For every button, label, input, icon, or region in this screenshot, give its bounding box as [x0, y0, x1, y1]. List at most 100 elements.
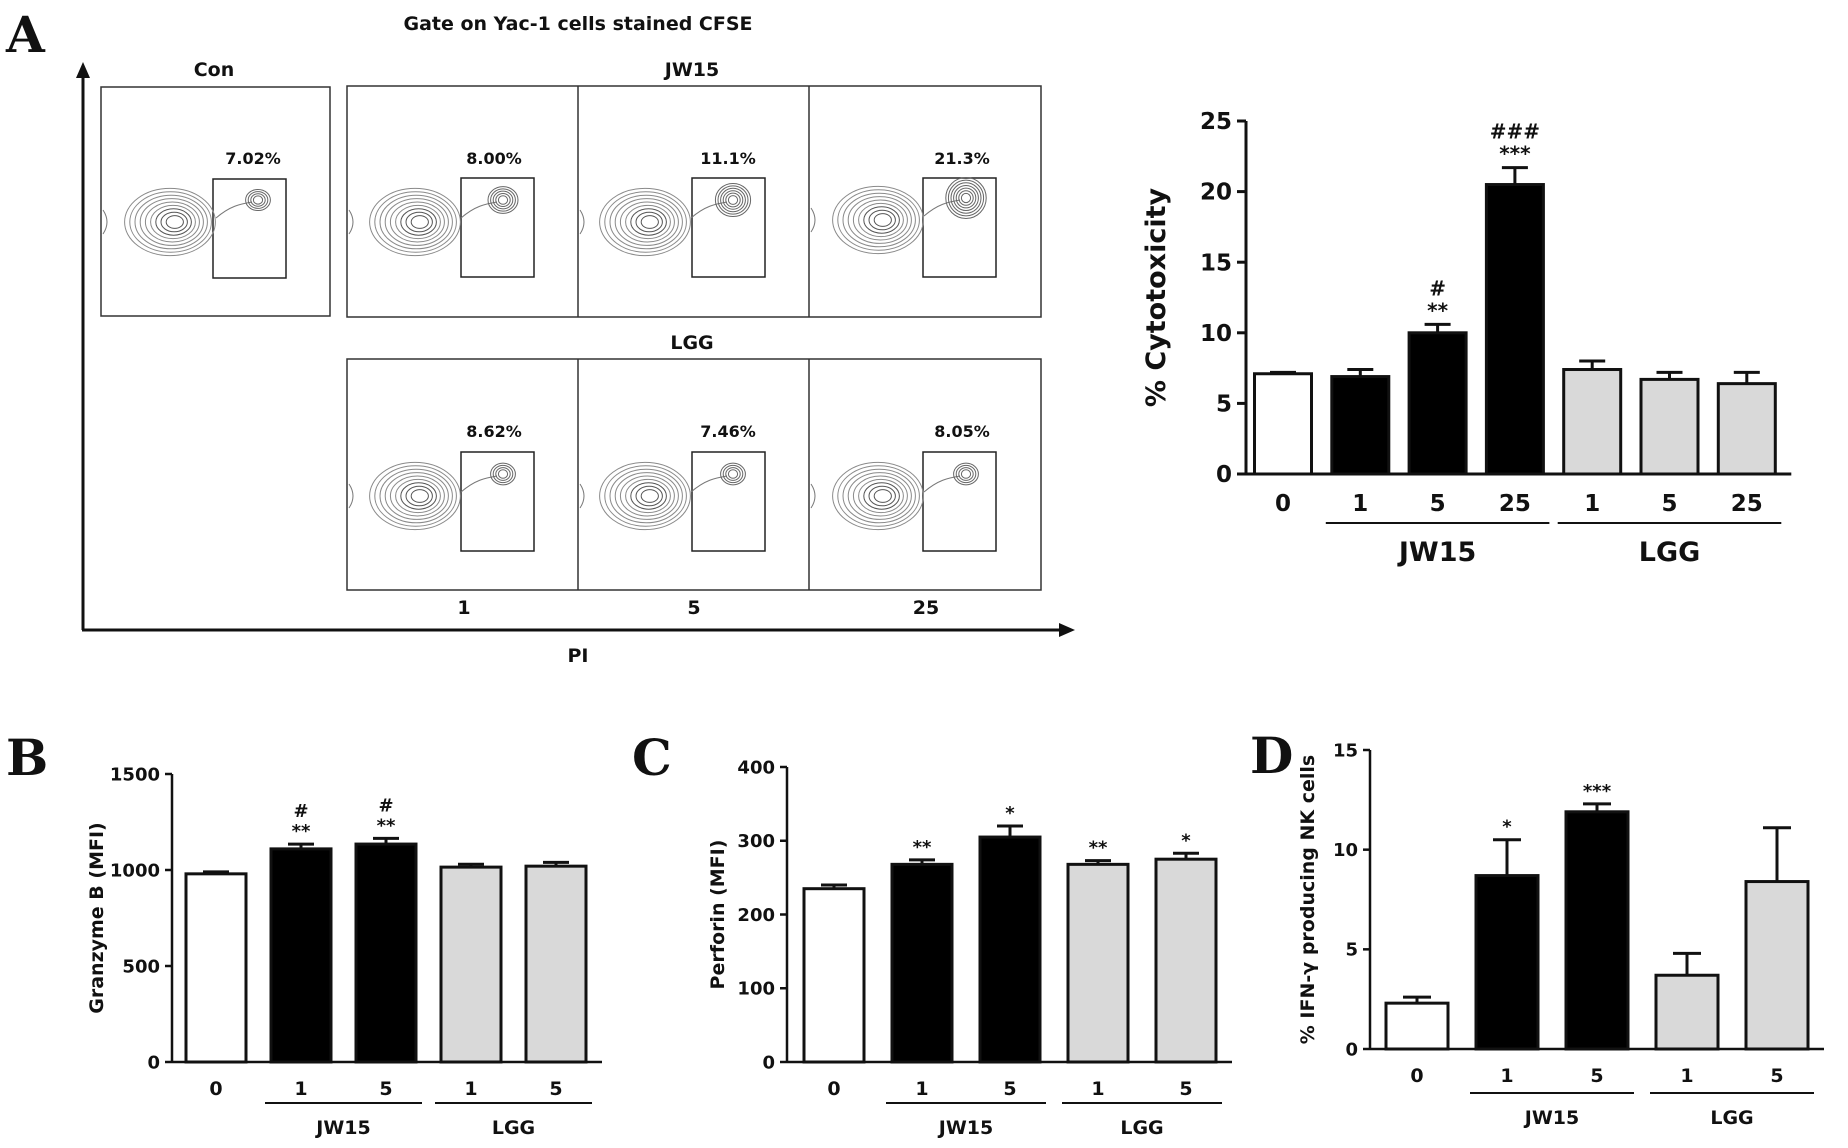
y-axis-label: % Cytotoxicity	[1141, 187, 1172, 407]
contour-ring-gate	[720, 187, 746, 213]
contour-ring	[604, 191, 687, 253]
gate-title: Gate on Yac-1 cells stained CFSE	[403, 13, 752, 35]
contour-ring-gate	[953, 462, 979, 486]
category-label: 0	[1410, 1065, 1423, 1087]
contour-edge	[348, 209, 354, 235]
flow-x-axis-label: PI	[568, 645, 589, 667]
contour-ring	[410, 489, 429, 503]
panel-label-a: A	[5, 5, 46, 64]
plot-frame-con	[100, 86, 331, 317]
contour-edge	[102, 209, 108, 235]
flow-x-axis-arrow	[1059, 623, 1075, 637]
contour-ring	[604, 465, 687, 527]
contour-ring	[852, 199, 908, 241]
contour-ring-gate	[490, 188, 516, 212]
contour-ring-gate	[947, 179, 985, 217]
contour-ring	[139, 198, 204, 246]
contour-ring	[630, 208, 667, 236]
contour-plot-1	[102, 187, 271, 257]
category-label: 1	[1680, 1065, 1693, 1087]
contour-ring	[609, 468, 683, 524]
gate-lgg-5	[691, 451, 766, 552]
contour-ring-gate	[955, 187, 977, 209]
contour-ring	[625, 204, 671, 240]
y-tick-label: 100	[737, 979, 775, 1000]
y-tick-label: 0	[1216, 462, 1232, 488]
category-label: 1	[1500, 1065, 1513, 1087]
bar	[1744, 880, 1810, 1051]
contour-ring	[630, 482, 667, 510]
category-label: 5	[1430, 491, 1446, 517]
chart-c: 0 100 200 300 400 Perforin (MFI) 0 1 ** 5 * 1 ** 5 * JW…	[707, 757, 1232, 1139]
contour-ring-gate	[714, 182, 752, 218]
bar	[524, 864, 588, 1064]
contour-ring	[614, 472, 679, 520]
group-label: JW15	[314, 1117, 370, 1139]
contour-ring	[374, 465, 457, 527]
bar	[1253, 372, 1313, 476]
panel-label-d: D	[1250, 726, 1293, 785]
contour-ring	[395, 204, 441, 240]
pct-jw15-5: 11.1%	[700, 149, 756, 168]
bar	[1330, 375, 1391, 476]
significance-label: *	[1502, 817, 1512, 838]
y-axis-label: Granzyme B (MFI)	[86, 822, 108, 1013]
contour-ring	[134, 194, 208, 250]
contour-ring-gate	[495, 467, 511, 481]
pct-lgg-5: 7.46%	[700, 422, 756, 441]
contour-plot-3	[579, 182, 752, 257]
contour-ring	[599, 461, 691, 531]
contour-ring	[389, 475, 445, 517]
gate-jw15-25	[922, 177, 997, 278]
contour-ring-gate	[960, 469, 972, 479]
flow-cytometry-panel: Gate on Yac-1 cells stained CFSE Con JW1…	[76, 13, 1075, 667]
dose-label-25: 25	[913, 597, 939, 619]
contour-ring-gate	[722, 464, 744, 484]
significance-label: ###	[1490, 120, 1540, 144]
contour-ring	[599, 187, 691, 257]
contour-ring-gate	[250, 193, 266, 207]
contour-ring	[619, 201, 675, 243]
con-header: Con	[194, 59, 235, 81]
contour-plot-6	[579, 461, 746, 531]
y-tick-label: 300	[737, 831, 775, 852]
contour-tail	[923, 199, 961, 217]
bar	[1639, 377, 1700, 476]
contour-ring	[609, 194, 683, 250]
contour-edge	[810, 483, 816, 509]
contour-ring-gate	[958, 467, 974, 481]
category-label: 1	[464, 1078, 477, 1100]
contour-plot-4	[810, 177, 987, 255]
plot-frame-lgg	[346, 358, 1042, 591]
y-tick-label: 200	[737, 905, 775, 926]
contour-ring-gate	[953, 184, 979, 212]
contour-ring	[395, 478, 441, 514]
pct-jw15-1: 8.00%	[466, 149, 522, 168]
contour-ring	[410, 215, 429, 229]
contour-ring	[129, 191, 212, 253]
contour-ring	[832, 185, 924, 255]
y-tick-label: 15	[1200, 250, 1232, 276]
contour-ring	[863, 206, 900, 234]
category-label: 5	[1661, 491, 1677, 517]
contour-ring	[160, 211, 188, 233]
contour-ring-gate	[245, 188, 271, 212]
contour-ring	[389, 201, 445, 243]
y-axis-label: Perforin (MFI)	[707, 840, 729, 990]
y-tick-label: 0	[762, 1052, 775, 1073]
contour-ring	[837, 189, 920, 251]
bar	[1564, 810, 1630, 1051]
contour-ring	[374, 191, 457, 253]
bar	[1716, 382, 1777, 476]
contour-ring-gate	[247, 191, 269, 209]
dose-label-5: 5	[687, 597, 700, 619]
contour-plot-2	[348, 186, 519, 257]
significance-label: **	[1089, 838, 1108, 859]
category-label: 0	[209, 1078, 222, 1100]
contour-ring	[614, 198, 679, 246]
gate-lgg-25	[922, 451, 997, 552]
group-label: JW15	[1523, 1107, 1579, 1129]
category-label: 1	[294, 1078, 307, 1100]
